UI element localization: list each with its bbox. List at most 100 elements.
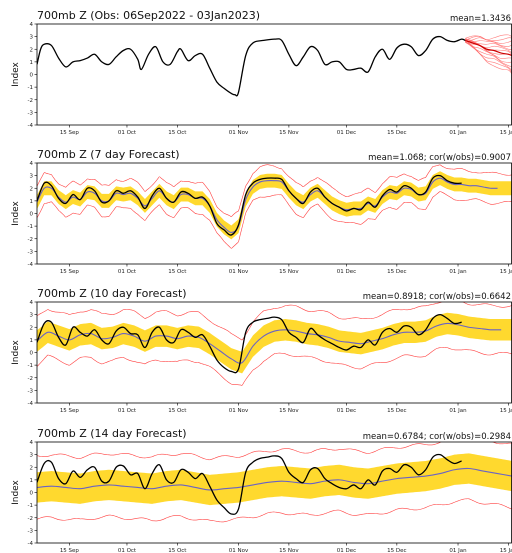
- y-tick-label: 4: [30, 440, 34, 446]
- x-tick-label: 15 Sep: [60, 408, 80, 414]
- y-axis-label: Index: [11, 61, 21, 86]
- x-tick-label: 15 Sep: [60, 269, 80, 275]
- forecast-member-line: [465, 40, 512, 67]
- y-tick-label: 1: [30, 478, 34, 484]
- chart-panel-3: 700mb Z (10 day Forecast) mean=0.8918; co…: [11, 287, 512, 414]
- ensemble-spread-band: [37, 171, 512, 240]
- chart-stats: mean=0.6784; cor(w/obs)=0.2984: [363, 432, 511, 442]
- y-tick-label: -1: [28, 363, 33, 369]
- x-tick-label: 15 Oct: [168, 548, 187, 553]
- y-tick-label: 4: [30, 22, 34, 28]
- x-tick-label: 15 Dec: [387, 408, 406, 414]
- x-tick-label: 01 Jan: [449, 408, 467, 414]
- x-tick-label: 15 Nov: [279, 548, 299, 553]
- x-tick-label: 01 Oct: [118, 269, 137, 275]
- x-tick-label: 01 Dec: [337, 130, 356, 136]
- ensemble-mean-line: [37, 467, 512, 491]
- y-tick-label: 2: [30, 465, 34, 471]
- y-axis-label: Index: [11, 339, 21, 364]
- x-tick-label: 15 Nov: [279, 408, 299, 414]
- ensemble-min-line: [37, 191, 512, 249]
- y-tick-label: -2: [28, 98, 33, 104]
- chart-title: 700mb Z (7 day Forecast): [37, 148, 180, 161]
- x-tick-label: 01 Dec: [337, 548, 356, 553]
- y-axis-label: Index: [11, 200, 21, 225]
- y-tick-label: 3: [30, 174, 34, 180]
- y-tick-label: -3: [28, 388, 34, 394]
- y-tick-label: -4: [28, 541, 34, 547]
- y-tick-label: 1: [30, 199, 34, 205]
- x-tick-label: 15 Sep: [60, 548, 80, 553]
- observed-line: [37, 35, 466, 97]
- chart-panel-2: 700mb Z (7 day Forecast) mean=1.068; cor(…: [11, 148, 512, 275]
- forecast-member-line: [465, 39, 512, 73]
- x-tick-label: 01 Nov: [229, 130, 249, 136]
- y-tick-label: 3: [30, 453, 34, 459]
- ensemble-spread-band: [37, 453, 512, 506]
- y-tick-label: -2: [28, 516, 33, 522]
- y-tick-label: 2: [30, 186, 34, 192]
- chart-stats: mean=1.068; cor(w/obs)=0.9007: [368, 153, 511, 163]
- x-tick-label: 01 Nov: [229, 408, 249, 414]
- forecast-member-line: [465, 42, 512, 63]
- forecast-member-line: [465, 42, 512, 59]
- ensemble-min-line: [37, 347, 512, 386]
- x-tick-label: 01 Jan: [449, 269, 467, 275]
- forecast-member-line: [465, 40, 512, 47]
- x-tick-label: 15 Jan: [500, 408, 512, 414]
- y-tick-label: 3: [30, 313, 34, 319]
- ensemble-max-line: [37, 164, 512, 217]
- forecast-member-line: [465, 35, 512, 41]
- x-tick-label: 15 Dec: [387, 548, 406, 553]
- y-tick-label: -4: [28, 123, 34, 129]
- plot-area: [37, 302, 512, 386]
- y-tick-label: 0: [30, 212, 34, 218]
- x-tick-label: 01 Oct: [118, 130, 137, 136]
- x-tick-label: 15 Oct: [168, 269, 187, 275]
- x-tick-label: 01 Dec: [337, 408, 356, 414]
- chart-panel-4: 700mb Z (14 day Forecast) mean=0.6784; co…: [11, 427, 512, 553]
- y-tick-label: 4: [30, 161, 34, 167]
- y-tick-label: 2: [30, 325, 34, 331]
- chart-title: 700mb Z (Obs: 06Sep2022 - 03Jan2023): [37, 9, 260, 22]
- forecast-member-line: [465, 39, 512, 71]
- x-tick-label: 15 Nov: [279, 269, 299, 275]
- y-tick-label: -2: [28, 237, 33, 243]
- forecast-member-line: [465, 34, 512, 40]
- y-tick-label: -1: [28, 85, 33, 91]
- plot-area: [37, 164, 512, 249]
- chart-stats: mean=1.3436: [450, 14, 511, 24]
- y-axis-label: Index: [11, 479, 21, 504]
- observed-line: [37, 174, 462, 236]
- forecast-mean-line: [465, 39, 512, 57]
- x-tick-label: 15 Oct: [168, 408, 187, 414]
- y-tick-label: 4: [30, 300, 34, 306]
- y-tick-label: -3: [28, 528, 34, 534]
- observed-line: [37, 313, 462, 374]
- x-tick-label: 15 Dec: [387, 269, 406, 275]
- x-tick-label: 15 Jan: [500, 548, 512, 553]
- chart-title: 700mb Z (10 day Forecast): [37, 287, 187, 300]
- x-tick-label: 15 Jan: [500, 130, 512, 136]
- y-tick-label: -4: [28, 401, 34, 407]
- x-tick-label: 15 Oct: [168, 130, 187, 136]
- plot-area: [37, 442, 512, 523]
- x-tick-label: 01 Dec: [337, 269, 356, 275]
- ensemble-spread-band: [37, 312, 512, 374]
- x-tick-label: 15 Jan: [500, 269, 512, 275]
- x-tick-label: 01 Nov: [229, 269, 249, 275]
- x-tick-label: 01 Oct: [118, 548, 137, 553]
- plot-area: [37, 34, 512, 97]
- y-tick-label: -2: [28, 376, 33, 382]
- ensemble-max-line: [37, 302, 512, 341]
- observed-line: [37, 453, 462, 515]
- x-tick-label: 01 Jan: [449, 130, 467, 136]
- y-tick-label: -1: [28, 503, 33, 509]
- x-tick-label: 01 Oct: [118, 408, 137, 414]
- y-tick-label: 0: [30, 491, 34, 497]
- y-tick-label: 2: [30, 47, 34, 53]
- chart-stats: mean=0.8918; cor(w/obs)=0.6642: [363, 292, 511, 302]
- x-tick-label: 15 Nov: [279, 130, 299, 136]
- y-tick-label: -1: [28, 224, 33, 230]
